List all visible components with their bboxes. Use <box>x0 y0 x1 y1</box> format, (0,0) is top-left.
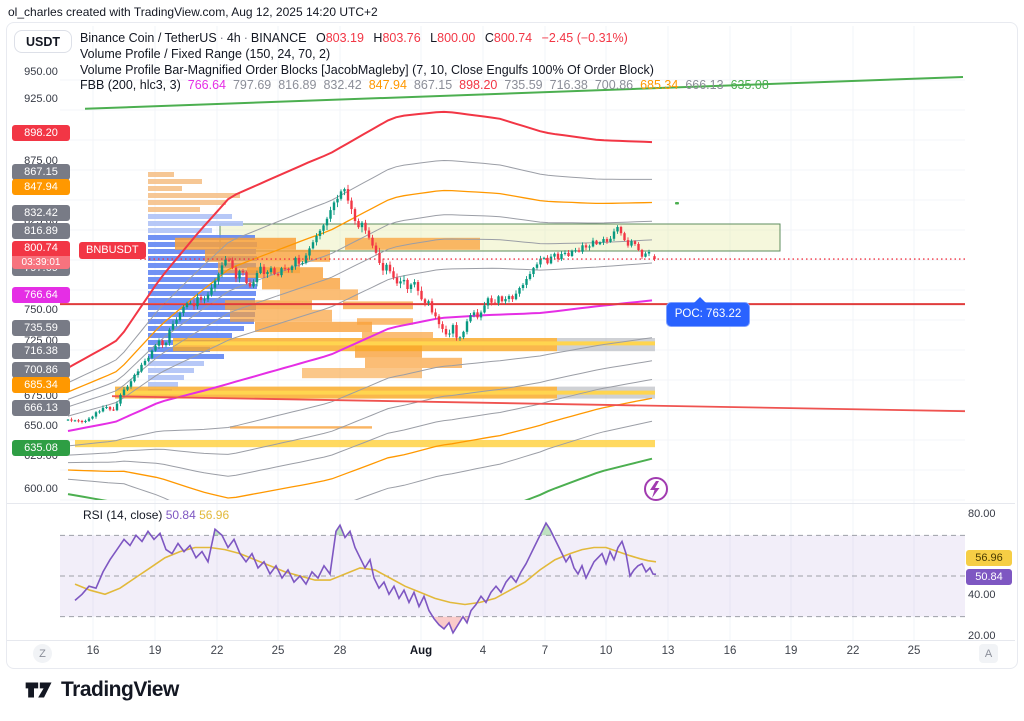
price-axis-badge: 898.20 <box>12 125 70 141</box>
timezone-button[interactable]: Z <box>33 644 52 663</box>
fbb-value: 685.34 <box>640 78 679 93</box>
price-axis-badge: 816.89 <box>12 223 70 239</box>
close-label: C <box>484 31 494 45</box>
price-axis-badge: 735.59 <box>12 320 70 336</box>
time-axis-label: 19 <box>784 645 798 657</box>
rsi-axis-label: 20.00 <box>968 630 996 642</box>
change-value: −2.45 (−0.31%) <box>541 31 628 45</box>
low-value: 800.00 <box>437 31 476 45</box>
price-axis-label: 675.00 <box>24 390 58 402</box>
fbb-value: 716.38 <box>549 78 588 93</box>
symbol-exchange: BINANCE <box>250 31 307 45</box>
rsi-name: RSI <box>83 508 104 522</box>
time-axis-label: 10 <box>599 645 613 657</box>
price-axis-badge: 832.42 <box>12 205 70 221</box>
time-axis-label: 19 <box>148 645 162 657</box>
symbol-interval: 4h <box>226 31 241 45</box>
fbb-value: 867.15 <box>413 78 453 93</box>
time-axis-label: 28 <box>333 645 347 657</box>
fbb-value: 700.86 <box>594 78 634 93</box>
price-axis-badge: 700.86 <box>12 362 70 378</box>
fbb-value: 832.42 <box>323 78 362 93</box>
volume-profile-legend-row[interactable]: Volume Profile / Fixed Range (150, 24, 7… <box>80 46 331 61</box>
fbb-value: 898.20 <box>459 78 498 93</box>
time-axis-label: 22 <box>210 645 224 657</box>
rsi-legend-row[interactable]: RSI (14, close) 50.84 56.96 <box>83 508 229 522</box>
last-price-value: 800.74 <box>12 241 70 256</box>
price-axis-badge: 847.94 <box>12 179 70 195</box>
price-axis-badge: 867.15 <box>12 164 70 180</box>
rsi-ma-value: 56.96 <box>199 508 230 522</box>
price-axis-label: 750.00 <box>24 304 58 316</box>
time-axis-label: 7 <box>541 645 549 657</box>
price-axis-label: 600.00 <box>24 483 58 495</box>
price-axis-badge: 766.64 <box>12 287 70 303</box>
price-axis-badge: 635.08 <box>12 440 70 456</box>
price-axis-badge: 716.38 <box>12 343 70 359</box>
tradingview-logo-icon <box>25 682 52 698</box>
high-label: H <box>373 31 383 45</box>
fbb-value: 635.08 <box>730 78 769 93</box>
chart-legend: Binance Coin / TetherUS · 4h · BINANCE O803.… <box>80 31 769 94</box>
rsi-value: 50.84 <box>165 508 196 522</box>
order-blocks-legend-row[interactable]: Volume Profile Bar-Magnified Order Block… <box>80 62 654 77</box>
fbb-value: 816.89 <box>278 78 317 93</box>
rsi-ma-badge: 56.96 <box>966 550 1012 566</box>
fbb-value: 735.59 <box>504 78 543 93</box>
symbol-legend-row[interactable]: Binance Coin / TetherUS · 4h · BINANCE O803.… <box>80 31 628 45</box>
open-value: 803.19 <box>325 31 364 45</box>
time-axis-label: 25 <box>271 645 285 657</box>
price-axis-badge: 685.34 <box>12 377 70 393</box>
price-axis-label: 950.00 <box>24 66 58 78</box>
fbb-value: 766.64 <box>187 78 226 93</box>
low-label: L <box>430 31 438 45</box>
tradingview-logo[interactable]: TradingView <box>24 677 179 703</box>
time-axis-label: 22 <box>846 645 860 657</box>
fbb-legend-row[interactable]: FBB (200, hlc3, 3) 766.64 797.69 816.89 832.… <box>80 78 769 94</box>
fbb-value: 847.94 <box>368 78 407 93</box>
rsi-params: (14, close) <box>106 508 163 522</box>
rsi-axis-label: 80.00 <box>968 508 996 520</box>
time-axis-label: 13 <box>661 645 675 657</box>
rsi-axis-label: 40.00 <box>968 589 996 601</box>
last-price-badge: 800.74 03:39:01 <box>12 241 70 269</box>
symbol-title: Binance Coin / TetherUS <box>80 31 217 45</box>
tradingview-logo-text: TradingView <box>61 678 179 701</box>
price-axis-label: 650.00 <box>24 420 58 432</box>
bar-countdown: 03:39:01 <box>12 256 70 269</box>
close-value: 800.74 <box>493 31 533 45</box>
symbol-label-badge: BNBUSDT <box>79 242 146 259</box>
high-value: 803.76 <box>382 31 421 45</box>
open-label: O <box>315 31 326 45</box>
time-axis-label: Aug <box>409 645 433 657</box>
time-axis-label: 16 <box>86 645 100 657</box>
time-axis-label: 25 <box>907 645 921 657</box>
fbb-label: FBB (200, hlc3, 3) <box>80 78 181 93</box>
fbb-value: 797.69 <box>232 78 272 93</box>
currency-toggle-button[interactable]: USDT <box>14 30 72 53</box>
auto-scale-button[interactable]: A <box>979 644 998 663</box>
rsi-value-badge: 50.84 <box>966 569 1012 585</box>
time-axis-label: 4 <box>479 645 487 657</box>
poc-label: POC: 763.22 <box>666 297 750 327</box>
credit-line: ol_charles created with TradingView.com,… <box>8 5 378 19</box>
price-axis-label: 925.00 <box>24 93 58 105</box>
time-axis-label: 16 <box>723 645 737 657</box>
fbb-value: 666.13 <box>685 78 724 93</box>
price-axis-badge: 666.13 <box>12 400 70 416</box>
